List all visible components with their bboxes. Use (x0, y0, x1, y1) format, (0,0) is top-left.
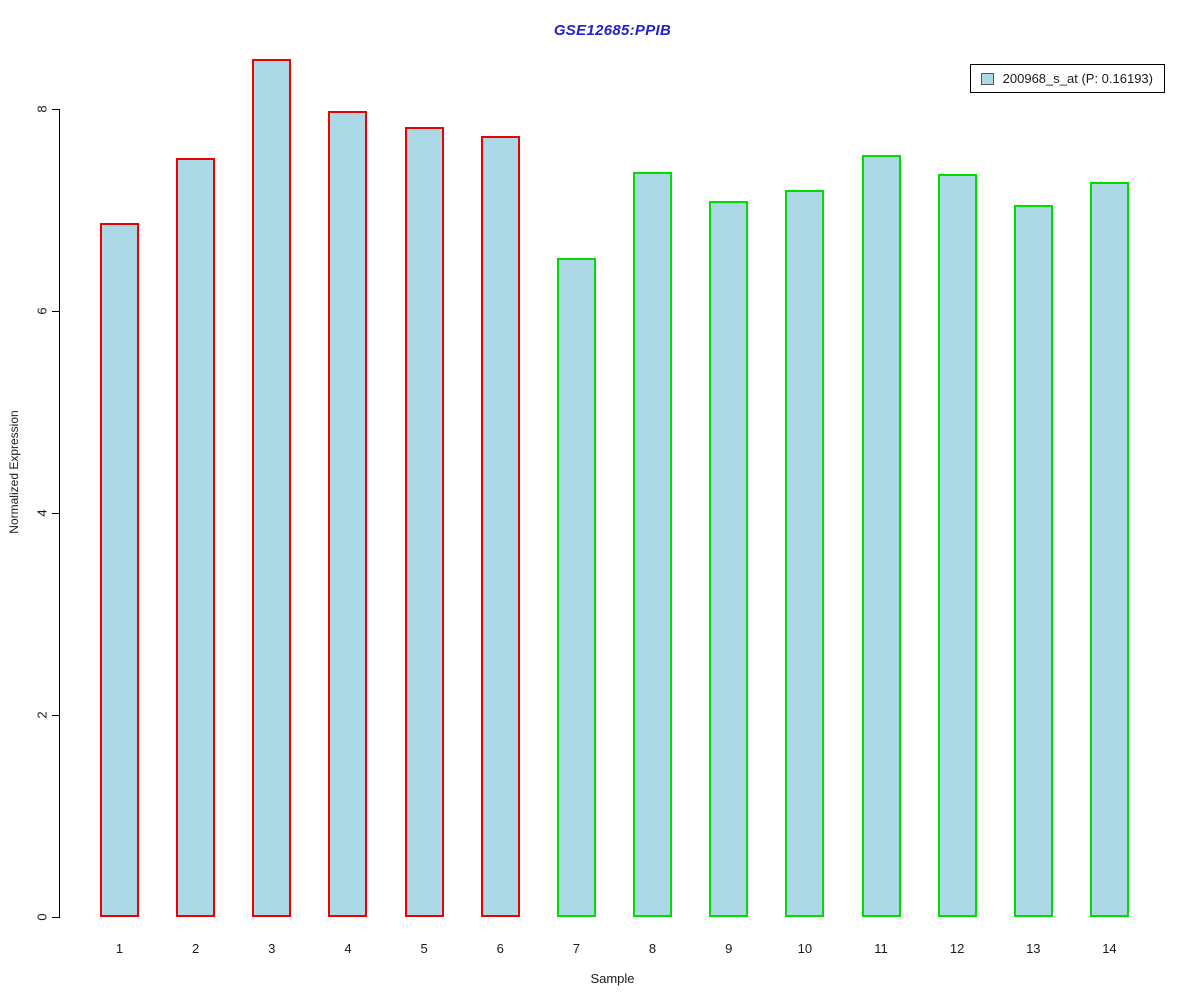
bar-sample-12 (937, 173, 977, 917)
x-tick-label-6: 6 (496, 941, 504, 956)
x-tick-label-13: 13 (1026, 941, 1041, 956)
x-tick-label-12: 12 (949, 941, 965, 956)
y-tick-label-4: 4 (34, 509, 50, 517)
bar-sample-11 (861, 155, 901, 917)
bar-sample-3 (252, 58, 292, 917)
bar-sample-13 (1013, 204, 1053, 917)
y-tick-label-2: 2 (34, 711, 50, 719)
bar-sample-7 (556, 258, 596, 917)
legend-label: 200968_s_at (P: 0.16193) (1002, 71, 1153, 86)
bar-sample-6 (480, 136, 520, 917)
x-tick-label-11: 11 (874, 941, 888, 956)
y-tick-mark-6 (52, 311, 60, 312)
y-tick-label-0: 0 (34, 913, 50, 921)
y-tick-label-6: 6 (34, 307, 50, 315)
bar-sample-1 (100, 223, 139, 917)
bar-sample-5 (404, 127, 444, 917)
y-tick-mark-2 (52, 715, 60, 716)
x-axis-title: Sample (590, 971, 635, 986)
x-tick-label-3: 3 (268, 941, 276, 956)
x-tick-label-5: 5 (420, 941, 428, 956)
y-tick-mark-4 (52, 513, 60, 514)
x-tick-label-7: 7 (572, 941, 581, 956)
bar-sample-14 (1089, 181, 1129, 917)
x-tick-label-8: 8 (648, 941, 657, 956)
legend: 200968_s_at (P: 0.16193) (969, 64, 1165, 93)
x-tick-label-10: 10 (797, 941, 813, 956)
x-tick-label-1: 1 (115, 941, 124, 956)
bar-sample-2 (176, 158, 216, 917)
bar-sample-10 (785, 189, 825, 917)
bar-sample-9 (709, 200, 749, 917)
x-tick-label-4: 4 (344, 941, 352, 956)
x-tick-label-14: 14 (1102, 941, 1117, 956)
y-tick-label-8: 8 (34, 105, 50, 113)
bar-sample-4 (328, 111, 368, 917)
bar-sample-8 (633, 171, 673, 917)
chart-title: GSE12685:PPIB (553, 22, 672, 39)
legend-swatch-icon (980, 72, 994, 85)
y-tick-mark-8 (52, 109, 60, 110)
x-tick-label-9: 9 (725, 941, 733, 956)
y-tick-mark-0 (52, 917, 60, 918)
y-axis-title: Normalized Expression (7, 410, 21, 534)
x-tick-label-2: 2 (192, 941, 200, 956)
